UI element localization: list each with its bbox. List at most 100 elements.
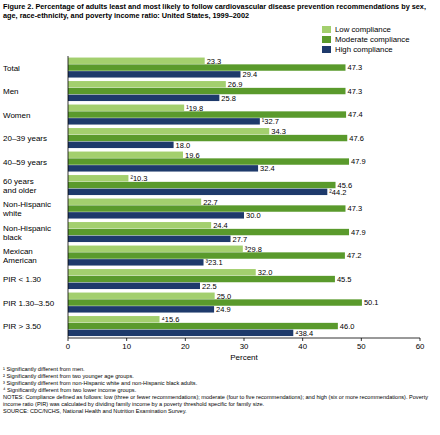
category-label: Non-Hispanicwhite <box>2 200 51 218</box>
data-label: 32.4 <box>260 164 275 173</box>
data-label: 47.9 <box>351 157 366 166</box>
bar <box>68 236 231 242</box>
data-label: 47.3 <box>347 63 362 72</box>
data-label: 47.9 <box>351 228 366 237</box>
data-label: ⁴15.6 <box>162 315 180 324</box>
bar <box>68 259 204 265</box>
data-label: 25.8 <box>221 94 236 103</box>
data-label: 22.5 <box>202 282 217 291</box>
data-label: 47.6 <box>349 134 364 143</box>
bar <box>68 189 327 195</box>
category-label: 40–59 years <box>3 158 47 167</box>
data-label: 22.7 <box>203 198 218 207</box>
category-line: Women <box>3 111 30 120</box>
bar <box>68 306 214 312</box>
bar <box>68 135 347 141</box>
bar <box>68 212 244 218</box>
bar <box>68 142 174 148</box>
tick-label: 20 <box>181 342 190 351</box>
category-label: Total <box>3 64 20 73</box>
tick <box>420 338 421 341</box>
tick <box>302 338 303 341</box>
category-label: PIR 1.30–3.50 <box>3 299 55 308</box>
category-label: Non-Hispanicblack <box>3 224 51 242</box>
data-label: 30.0 <box>246 211 261 220</box>
bar <box>68 182 336 188</box>
category-line: PIR 1.30–3.50 <box>3 299 55 308</box>
data-label: 34.3 <box>271 127 286 136</box>
bar <box>68 118 260 124</box>
data-label: 27.7 <box>233 235 248 244</box>
bar <box>68 128 269 134</box>
legend-label: Moderate compliance <box>335 35 410 44</box>
footnote: ¹ Significantly different from men. <box>3 366 437 373</box>
category-line: white <box>2 209 22 218</box>
data-label: 18.0 <box>176 141 191 150</box>
legend-swatch <box>322 36 331 43</box>
bar <box>68 283 200 289</box>
category-label: 60 yearsand older <box>3 177 37 195</box>
data-label: 29.4 <box>242 70 257 79</box>
tick <box>244 338 245 341</box>
legend-swatch <box>322 46 331 53</box>
tick-label: 40 <box>298 342 307 351</box>
bar <box>68 81 226 87</box>
category-line: black <box>3 233 23 242</box>
data-label: 32.0 <box>258 268 273 277</box>
tick-label: 0 <box>66 342 71 351</box>
category-line: and older <box>3 186 37 195</box>
tick-label: 10 <box>122 342 131 351</box>
data-label: 47.3 <box>347 87 362 96</box>
data-label: 50.1 <box>364 298 379 307</box>
data-label: ²44.2 <box>329 188 346 197</box>
x-ticks: 0 10 20 30 40 50 60 <box>66 338 425 351</box>
data-label: 45.5 <box>337 275 352 284</box>
category-label: 20–39 years <box>3 134 47 143</box>
category-line: Non-Hispanic <box>3 224 51 233</box>
bar <box>68 229 349 235</box>
footnote: ³ Significantly different from non-Hispa… <box>3 380 437 387</box>
tick <box>361 338 362 341</box>
category-label: PIR > 3.50 <box>3 322 42 331</box>
bar <box>68 175 128 181</box>
category-line: PIR > 3.50 <box>3 322 42 331</box>
x-axis-label: Percent <box>230 353 258 362</box>
bar <box>68 158 349 164</box>
tick-label: 50 <box>357 342 366 351</box>
category-line: 60 years <box>3 177 34 186</box>
bar <box>68 152 183 158</box>
data-label: 24.4 <box>213 221 228 230</box>
bar <box>68 111 346 117</box>
bar <box>68 199 201 205</box>
bar <box>68 246 243 252</box>
bar <box>68 330 293 336</box>
data-label: ³29.8 <box>245 245 262 254</box>
data-label: 23.3 <box>207 57 222 66</box>
title: Figure 2. Percentage of adults least and… <box>3 2 437 20</box>
bar <box>68 95 219 101</box>
bar <box>68 165 258 171</box>
data-label: 47.3 <box>347 204 362 213</box>
footnote: NOTES: Compliance defined as follows: lo… <box>3 394 437 408</box>
legend: Low complianceModerate complianceHigh co… <box>322 25 410 54</box>
bars <box>68 58 362 337</box>
category-line: Men <box>3 87 19 96</box>
tick <box>68 338 69 341</box>
data-label: ³23.1 <box>206 258 223 267</box>
legend-label: High compliance <box>335 45 393 54</box>
data-label: 47.4 <box>348 110 363 119</box>
footnote: ⁴ Significantly different from two lower… <box>3 387 437 394</box>
data-label: 46.0 <box>340 322 355 331</box>
category-label: Men <box>3 87 19 96</box>
category-line: 20–39 years <box>3 134 47 143</box>
footnote: ² Significantly different from two young… <box>3 373 437 380</box>
footnotes: ¹ Significantly different from men.² Sig… <box>3 366 437 415</box>
data-label: ⁴38.4 <box>295 329 313 338</box>
data-label: 24.9 <box>216 305 231 314</box>
bar <box>68 316 160 322</box>
tick <box>185 338 186 341</box>
tick-label: 30 <box>240 342 249 351</box>
category-line: 40–59 years <box>3 158 47 167</box>
tick-label: 60 <box>416 342 425 351</box>
legend-swatch <box>322 26 331 33</box>
